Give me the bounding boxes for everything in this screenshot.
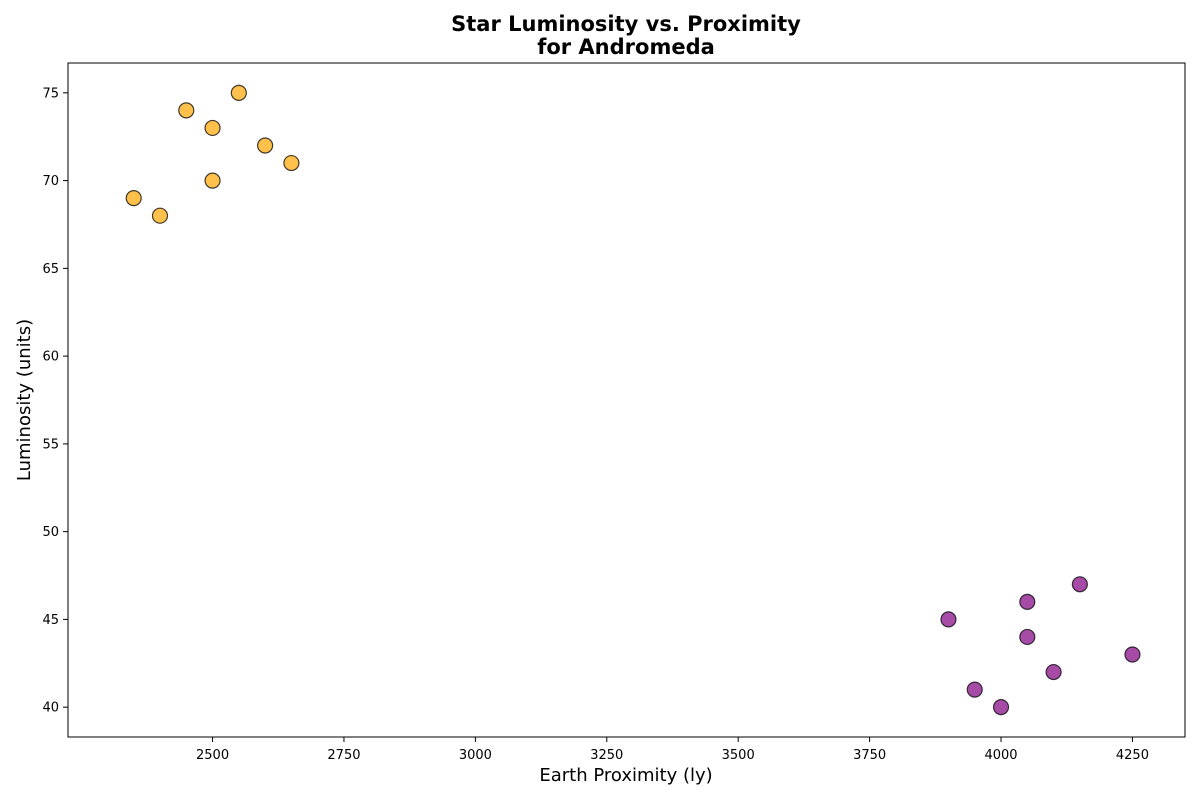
y-tick-label: 55 (42, 437, 59, 452)
plot-area-frame (67, 62, 1186, 738)
y-tick-label: 70 (42, 174, 59, 189)
scatter-point-series-1 (257, 137, 274, 154)
scatter-point-series-1 (204, 172, 221, 189)
scatter-point-series-2 (1124, 646, 1141, 663)
x-tick-label: 4250 (1116, 748, 1149, 763)
y-tick-label: 45 (42, 613, 59, 628)
scatter-point-series-1 (283, 154, 300, 172)
scatter-point-series-1 (125, 190, 142, 207)
y-axis-ticks: 40 45 50 55 60 65 70 75 (42, 86, 68, 716)
x-tick-label: 3000 (459, 748, 492, 763)
data-points (125, 84, 1141, 716)
y-tick-label: 60 (42, 350, 59, 365)
scatter-point-series-1 (230, 84, 247, 101)
y-tick-label: 50 (42, 525, 59, 540)
y-tick-label: 75 (42, 86, 59, 101)
scatter-point-series-2 (1071, 576, 1088, 593)
scatter-point-series-2 (1045, 663, 1062, 681)
x-tick-label: 3500 (722, 748, 755, 763)
x-tick-label: 4000 (984, 748, 1017, 763)
scatter-point-series-2 (966, 681, 983, 698)
scatter-point-series-2 (1019, 593, 1036, 610)
scatter-point-series-1 (151, 207, 169, 224)
y-axis-label: Luminosity (units) (14, 319, 35, 481)
scatter-point-series-2 (992, 699, 1010, 716)
scatter-point-series-2 (940, 611, 957, 628)
x-tick-label: 3250 (590, 748, 623, 763)
scatter-point-series-1 (204, 119, 221, 137)
y-tick-label: 40 (42, 701, 59, 716)
chart-title-line-1: Star Luminosity vs. Proximity (451, 12, 801, 36)
x-tick-label: 2750 (327, 748, 360, 763)
scatter-point-series-1 (178, 102, 195, 119)
x-tick-label: 2500 (196, 748, 229, 763)
y-tick-label: 65 (42, 262, 59, 277)
x-tick-label: 3750 (853, 748, 886, 763)
x-axis-label: Earth Proximity (ly) (539, 765, 712, 786)
scatter-point-series-2 (1019, 628, 1036, 646)
x-axis-ticks: 2500 2750 3000 3250 3500 3750 4000 4250 (196, 737, 1149, 763)
chart-title-line-2: for Andromeda (537, 35, 715, 59)
